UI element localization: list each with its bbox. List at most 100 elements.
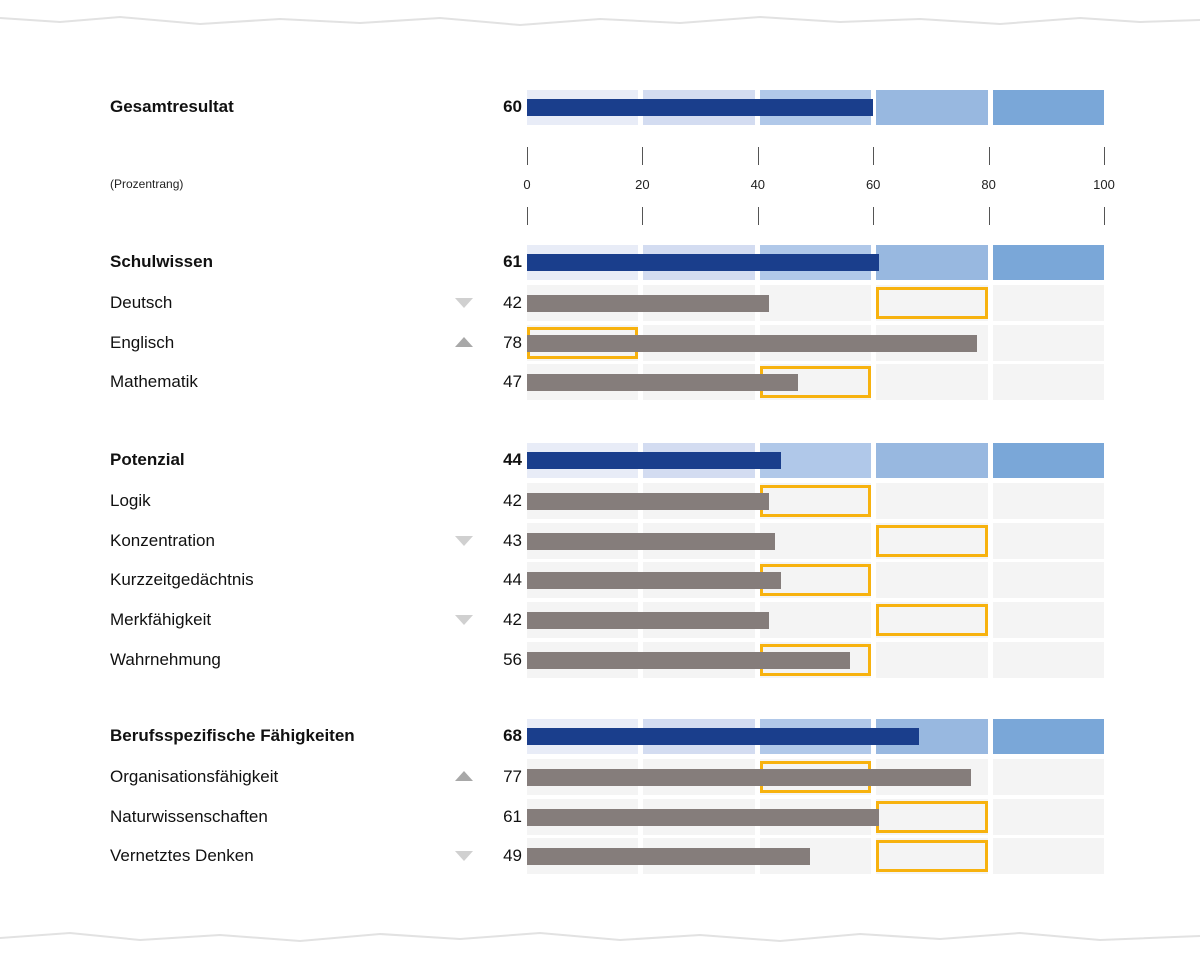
torn-paper-top-edge — [0, 15, 1200, 27]
total-bar — [527, 254, 879, 271]
total-bar — [527, 728, 920, 745]
item-value: 42 — [503, 293, 522, 312]
group-value: 44 — [503, 450, 522, 469]
group-label: Berufsspezifische Fähigkeiten — [110, 726, 355, 745]
item-value: 47 — [503, 372, 522, 392]
row-cell — [992, 641, 1104, 678]
trend-up-icon — [455, 336, 473, 347]
item-label: Organisationsfähigkeit — [110, 767, 279, 786]
row-cell — [876, 602, 988, 639]
row-cell — [992, 798, 1104, 835]
row-cell — [876, 364, 988, 401]
band-cell — [992, 90, 1104, 125]
row-cell — [992, 562, 1104, 599]
row-cell — [992, 759, 1104, 795]
item-value: 77 — [503, 767, 522, 786]
band-cell — [876, 245, 988, 280]
axis-tick — [873, 147, 875, 165]
target-range-box — [759, 485, 872, 517]
item-value: 42 — [503, 610, 522, 630]
target-range-box — [876, 604, 988, 637]
row-cell — [759, 522, 872, 559]
item-value: 42 — [503, 491, 522, 510]
item-value: 61 — [503, 806, 522, 826]
item-bar — [527, 295, 770, 312]
band-cell — [992, 443, 1104, 478]
group-label: Gesamtresultat — [110, 97, 234, 116]
axis-tick — [1104, 147, 1105, 165]
item-bar — [527, 532, 776, 550]
unit-note: (Prozentrang) — [110, 177, 184, 191]
group-label: Potenzial — [110, 450, 185, 469]
row-cell — [876, 522, 988, 559]
item-bar — [527, 334, 978, 352]
item-bar — [527, 808, 879, 826]
total-bar — [527, 452, 781, 469]
axis-tick-label: 0 — [523, 177, 531, 192]
item-label: Kurzzeitgedächtnis — [110, 570, 254, 590]
item-label: Deutsch — [110, 293, 173, 312]
trend-down-icon — [455, 615, 473, 626]
axis-tick-label: 100 — [1093, 177, 1115, 192]
row-cell — [992, 285, 1104, 321]
row-cell — [876, 798, 988, 835]
axis-tick — [757, 207, 759, 225]
axis-tick — [527, 147, 528, 165]
item-bar — [527, 848, 810, 866]
row-cell — [992, 364, 1104, 401]
group-value: 61 — [503, 252, 522, 271]
target-range-box — [876, 287, 988, 319]
axis-tick — [642, 207, 644, 225]
trend-up-icon — [455, 771, 473, 781]
total-bar — [527, 99, 874, 116]
group-label: Schulwissen — [110, 252, 213, 271]
band-cell — [992, 719, 1104, 754]
item-label: Merkfähigkeit — [110, 610, 212, 630]
item-label: Englisch — [110, 332, 175, 352]
group-value: 60 — [503, 97, 522, 116]
item-label: Konzentration — [110, 530, 215, 550]
target-range-box — [876, 800, 988, 833]
target-range-box — [876, 840, 988, 873]
row-cell — [759, 285, 872, 321]
item-value: 49 — [503, 846, 522, 866]
target-range-box — [876, 524, 988, 557]
band-cell — [992, 245, 1104, 280]
group-value: 68 — [503, 726, 522, 745]
axis-tick-label: 80 — [981, 177, 996, 192]
row-cell — [759, 483, 872, 519]
row-cell — [759, 602, 872, 639]
axis-tick — [1104, 207, 1105, 225]
trend-down-icon — [455, 298, 473, 308]
item-bar — [527, 612, 770, 630]
axis-tick — [757, 147, 759, 165]
axis-tick-label: 20 — [635, 177, 650, 192]
row-cell — [876, 641, 988, 678]
row-cell — [992, 324, 1104, 361]
axis-tick — [642, 147, 644, 165]
item-value: 56 — [503, 649, 522, 669]
item-bar — [527, 572, 781, 590]
item-bar — [527, 374, 799, 392]
item-value: 44 — [503, 570, 522, 590]
item-bar — [527, 769, 972, 786]
torn-paper-bottom-edge — [0, 931, 1200, 943]
axis-tick-label: 60 — [865, 177, 881, 192]
item-label: Mathematik — [110, 372, 198, 392]
axis-tick — [527, 207, 528, 225]
row-cell — [876, 838, 988, 875]
band-cell — [876, 90, 988, 125]
item-label: Naturwissenschaften — [110, 806, 268, 826]
item-bar — [527, 493, 770, 510]
row-cell — [876, 483, 988, 519]
item-label: Logik — [110, 491, 151, 510]
trend-down-icon — [455, 535, 473, 546]
band-cell — [876, 443, 988, 478]
item-label: Vernetztes Denken — [110, 846, 254, 866]
row-cell — [876, 562, 988, 599]
item-value: 78 — [503, 332, 522, 352]
axis-tick-label: 40 — [750, 177, 766, 192]
axis-tick — [873, 207, 875, 225]
row-cell — [992, 838, 1104, 875]
row-cell — [992, 483, 1104, 519]
